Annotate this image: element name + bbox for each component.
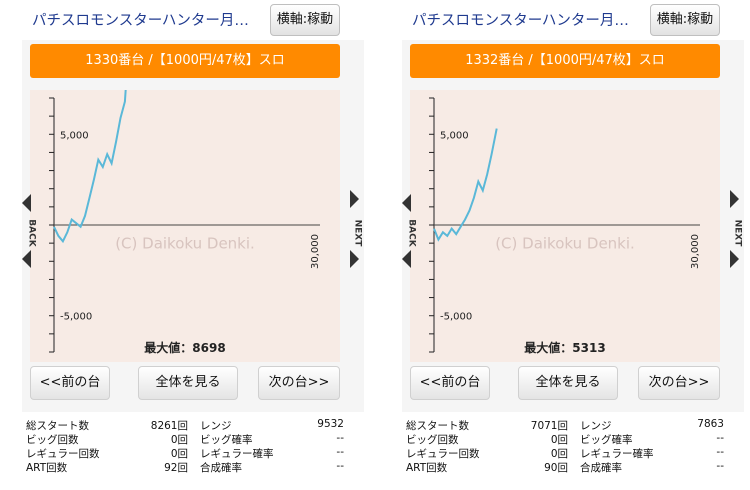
left-panel: パチスロモンスターハンター月… 横軸:稼動 1330番台 /【1000円/47枚… xyxy=(22,0,364,490)
stat-label: レギュラー確率 xyxy=(200,448,274,460)
stat-label: ART回数 xyxy=(26,462,68,474)
stat-value: 0回 xyxy=(170,434,188,446)
stats-table: 総スタート数 8261回 レンジ 9532 ビッグ回数 0回 ビッグ確率 -- … xyxy=(22,412,364,490)
right-panel: パチスロモンスターハンター月… 横軸:稼動 1332番台 /【1000円/47枚… xyxy=(402,0,744,490)
machine-label-bar: 1332番台 /【1000円/47枚】スロ xyxy=(410,44,720,78)
back-arrow-icon[interactable] xyxy=(402,194,411,212)
x-max-label: 30,000 xyxy=(690,234,701,269)
axis-toggle-button[interactable]: 横軸:稼動 xyxy=(270,4,340,36)
back-arrow-icon[interactable] xyxy=(22,194,31,212)
stat-value: 0回 xyxy=(170,448,188,460)
max-value-label: 最大値：8698 xyxy=(144,340,225,355)
stat-value: 8261回 xyxy=(150,420,188,432)
stats-table: 総スタート数 7071回 レンジ 7863 ビッグ回数 0回 ビッグ確率 -- … xyxy=(402,412,744,490)
chart-canvas: 5,000 -5,000 30,000 (C) Daikoku Denki. 最大値：8… xyxy=(49,90,321,355)
page-title[interactable]: パチスロモンスターハンター月… xyxy=(32,13,249,29)
y-max-label: 5,000 xyxy=(440,130,469,141)
axis-toggle-button[interactable]: 横軸:稼動 xyxy=(650,4,720,36)
next-arrow-icon[interactable] xyxy=(350,190,359,208)
stat-value: 7071回 xyxy=(530,420,568,432)
stat-label: レンジ xyxy=(200,420,232,432)
stat-value: 0回 xyxy=(550,448,568,460)
stat-label: 総スタート数 xyxy=(26,420,89,432)
stat-label: ビッグ確率 xyxy=(200,434,253,446)
stat-label: レンジ xyxy=(580,420,612,432)
page-title[interactable]: パチスロモンスターハンター月… xyxy=(412,13,629,29)
top-bar: パチスロモンスターハンター月… 横軸:稼動 xyxy=(402,0,744,40)
stat-label: 合成確率 xyxy=(200,462,242,474)
stat-value: 7863 xyxy=(697,418,724,430)
next-arrow-icon[interactable] xyxy=(730,190,739,208)
stat-label: レギュラー回数 xyxy=(26,448,100,460)
stat-value: 0回 xyxy=(550,434,568,446)
chart-canvas: 5,000 -5,000 30,000 (C) Daikoku Denki. 最大値：5… xyxy=(429,97,701,355)
stat-value: -- xyxy=(336,432,344,444)
y-min-label: -5,000 xyxy=(440,312,472,323)
prev-machine-button[interactable]: <<前の台 xyxy=(30,366,110,400)
watermark: (C) Daikoku Denki. xyxy=(495,235,635,253)
stat-value: 9532 xyxy=(317,418,344,430)
stat-value: -- xyxy=(716,432,724,444)
max-value-label: 最大値：5313 xyxy=(524,340,605,355)
slump-line xyxy=(53,90,127,244)
next-machine-button[interactable]: 次の台>> xyxy=(258,366,340,400)
stat-value: 92回 xyxy=(164,462,188,474)
back-arrow-icon[interactable] xyxy=(22,250,31,268)
next-arrow-icon[interactable] xyxy=(350,250,359,268)
stat-value: -- xyxy=(336,460,344,472)
stat-value: -- xyxy=(336,446,344,458)
stat-value: -- xyxy=(716,460,724,472)
slump-line xyxy=(433,128,498,242)
top-bar: パチスロモンスターハンター月… 横軸:稼動 xyxy=(22,0,364,40)
next-arrow-icon[interactable] xyxy=(730,250,739,268)
back-arrow-icon[interactable] xyxy=(402,250,411,268)
y-max-label: 5,000 xyxy=(60,130,89,141)
stat-value: 90回 xyxy=(544,462,568,474)
next-label[interactable]: NEXT xyxy=(732,219,743,247)
slump-chart: BACK NEXT 5,000 -5,000 30,000 (C) Daikoku D… xyxy=(402,90,742,362)
machine-label-bar: 1330番台 /【1000円/47枚】スロ xyxy=(30,44,340,78)
next-label[interactable]: NEXT xyxy=(352,219,363,247)
stat-label: 総スタート数 xyxy=(406,420,469,432)
prev-machine-button[interactable]: <<前の台 xyxy=(410,366,490,400)
watermark: (C) Daikoku Denki. xyxy=(115,235,255,253)
panel-divider xyxy=(368,0,380,490)
next-machine-button[interactable]: 次の台>> xyxy=(638,366,720,400)
slump-chart: BACK NEXT 5,000 -5,000 30,000 (C) Daikoku D… xyxy=(22,90,362,362)
view-all-button[interactable]: 全体を見る xyxy=(518,366,618,400)
stat-label: ビッグ回数 xyxy=(406,434,459,446)
view-all-button[interactable]: 全体を見る xyxy=(138,366,238,400)
y-min-label: -5,000 xyxy=(60,312,92,323)
stat-label: レギュラー回数 xyxy=(406,448,480,460)
stat-label: ビッグ確率 xyxy=(580,434,633,446)
stat-value: -- xyxy=(716,446,724,458)
stat-label: ビッグ回数 xyxy=(26,434,79,446)
x-max-label: 30,000 xyxy=(310,234,321,269)
stat-label: 合成確率 xyxy=(580,462,622,474)
stat-label: ART回数 xyxy=(406,462,448,474)
stat-label: レギュラー確率 xyxy=(580,448,654,460)
